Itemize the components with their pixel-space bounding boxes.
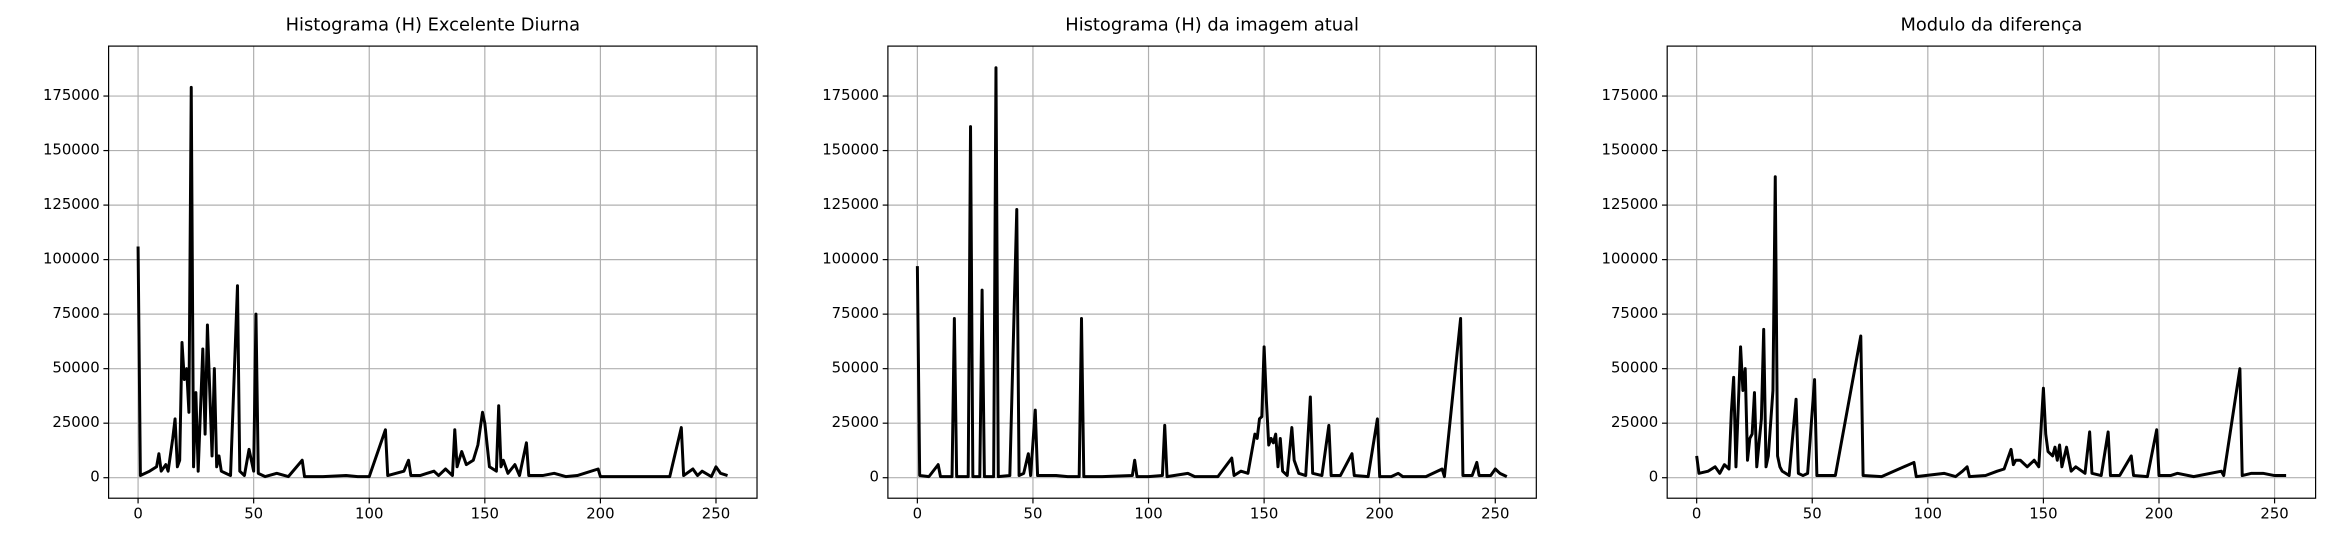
y-tick-label: 75000	[1611, 304, 1658, 322]
y-tick-label: 100000	[822, 250, 879, 268]
y-tick-label: 50000	[1611, 359, 1658, 377]
y-tick-label: 150000	[822, 141, 879, 159]
y-tick-label: 125000	[822, 195, 879, 213]
y-tick-label: 150000	[1602, 141, 1659, 159]
y-tick-label: 25000	[1611, 413, 1658, 431]
y-tick-label: 150000	[43, 141, 100, 159]
subplot-title: Histograma (H) Excelente Diurna	[286, 14, 580, 35]
x-tick-label: 150	[1250, 505, 1278, 523]
x-tick-label: 250	[702, 505, 730, 523]
y-tick-label: 75000	[832, 304, 879, 322]
x-tick-label: 250	[1481, 505, 1509, 523]
x-tick-label: 150	[2029, 505, 2057, 523]
histogram-line	[915, 66, 1508, 479]
x-tick-label: 0	[1692, 505, 1701, 523]
subplot-title: Modulo da diferença	[1900, 14, 2082, 35]
x-tick-label: 150	[471, 505, 499, 523]
y-tick-label: 175000	[822, 86, 879, 104]
y-tick-label: 125000	[43, 195, 100, 213]
axes-frame	[887, 45, 1537, 499]
histogram-line	[136, 85, 728, 479]
x-tick-label: 200	[2145, 505, 2173, 523]
y-tick-label: 125000	[1602, 195, 1659, 213]
y-tick-label: 50000	[52, 359, 99, 377]
y-tick-label: 0	[870, 468, 879, 486]
y-tick-label: 175000	[43, 86, 100, 104]
axes-frame	[108, 45, 758, 499]
subplot-title: Histograma (H) da imagem atual	[1065, 14, 1359, 35]
x-tick-label: 100	[1914, 505, 1942, 523]
y-tick-label: 175000	[1602, 86, 1659, 104]
x-tick-label: 250	[2260, 505, 2288, 523]
x-tick-label: 50	[1023, 505, 1042, 523]
y-tick-label: 0	[1649, 468, 1658, 486]
axes-frame	[1666, 45, 2317, 499]
y-tick-label: 75000	[52, 304, 99, 322]
x-tick-label: 200	[586, 505, 614, 523]
x-tick-label: 50	[1803, 505, 1822, 523]
y-tick-label: 25000	[52, 413, 99, 431]
y-tick-label: 0	[90, 468, 99, 486]
x-tick-label: 50	[244, 505, 263, 523]
x-tick-label: 100	[355, 505, 383, 523]
x-tick-label: 0	[133, 505, 142, 523]
x-tick-label: 0	[913, 505, 922, 523]
x-tick-label: 200	[1366, 505, 1394, 523]
y-tick-label: 100000	[1602, 250, 1659, 268]
y-tick-label: 50000	[832, 359, 879, 377]
x-tick-label: 100	[1134, 505, 1162, 523]
y-tick-label: 100000	[43, 250, 100, 268]
histogram-line	[1695, 175, 2287, 479]
y-tick-label: 25000	[832, 413, 879, 431]
